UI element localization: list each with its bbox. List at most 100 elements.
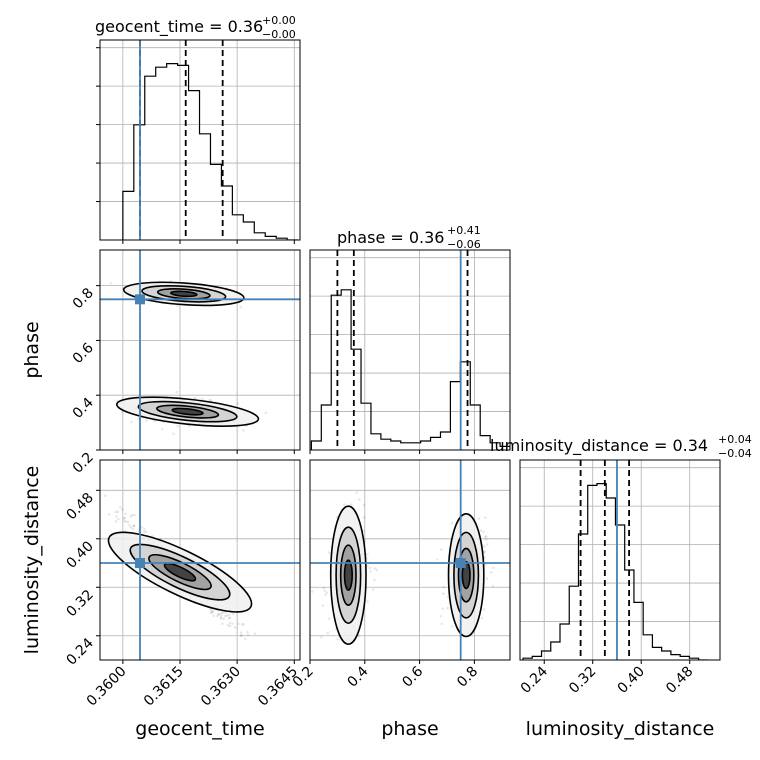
sample-point xyxy=(224,611,228,614)
sample-point xyxy=(485,535,488,538)
sample-point xyxy=(442,585,445,589)
sample-point xyxy=(176,424,180,428)
sample-point xyxy=(369,570,373,573)
sample-point xyxy=(322,586,325,590)
panels: 0.2 0.4 0.6 0.8 0.24 0.32 0.40 0.48 0.3600 0.3615… xyxy=(63,39,721,709)
sample-point xyxy=(95,492,98,495)
contour-line xyxy=(171,407,204,416)
plot-area xyxy=(310,250,510,450)
y-axis-label-phase: phase xyxy=(21,321,43,378)
sample-point xyxy=(486,543,489,546)
scatter-geocent_time-vs-luminosity_distance: 0.24 0.32 0.40 0.48 0.3600 0.3615 0.3630 0.3645 xyxy=(63,459,301,709)
sample-point xyxy=(483,535,487,539)
sample-point xyxy=(450,625,454,628)
x-tick-label: 0.48 xyxy=(663,664,696,697)
histogram-luminosity_distance: 0.24 0.32 0.40 0.48 xyxy=(518,459,721,697)
sample-point xyxy=(223,614,227,618)
sample-point xyxy=(446,606,449,610)
sample-point xyxy=(227,613,231,617)
sample-point xyxy=(220,611,223,615)
sample-point xyxy=(357,634,361,638)
sample-point xyxy=(128,523,131,527)
contour-line xyxy=(329,505,367,645)
axes-frame xyxy=(99,39,301,241)
sample-point xyxy=(219,617,223,620)
sample-point xyxy=(327,551,331,554)
sample-point xyxy=(225,614,229,617)
sample-point xyxy=(123,516,126,520)
contour-line xyxy=(453,531,480,619)
y-tick-label: 0.4 xyxy=(70,395,97,422)
sample-point xyxy=(137,417,140,420)
sample-point xyxy=(362,516,366,519)
sample-point xyxy=(215,614,219,618)
sample-point xyxy=(109,281,113,285)
sample-point xyxy=(126,520,130,524)
y-axis-label-luminosity-distance: luminosity_distance xyxy=(21,466,43,655)
sample-point xyxy=(219,616,223,619)
contour-line xyxy=(129,543,231,601)
sample-point xyxy=(492,566,495,570)
sample-point xyxy=(172,432,175,436)
contour-line xyxy=(107,531,253,613)
sample-point xyxy=(201,397,204,401)
sample-point xyxy=(194,396,197,400)
sample-point xyxy=(231,612,235,616)
sample-point xyxy=(311,590,314,593)
y-tick-label: 0.48 xyxy=(63,490,96,523)
sample-point xyxy=(124,520,128,523)
sample-point xyxy=(336,637,339,641)
y-tick-label: 0.24 xyxy=(63,635,96,668)
sample-point xyxy=(366,552,369,556)
sample-point xyxy=(483,545,486,548)
density-level xyxy=(164,563,196,581)
scatter-geocent_time-vs-phase: 0.2 0.4 0.6 0.8 xyxy=(70,249,301,477)
sample-point xyxy=(441,607,445,611)
y-tick-label: 0.32 xyxy=(63,587,96,620)
sample-point xyxy=(373,567,377,570)
x-tick-label: 0.32 xyxy=(566,664,599,697)
sample-point xyxy=(241,429,245,432)
sample-point xyxy=(130,420,133,424)
sample-point xyxy=(373,578,376,582)
sample-point xyxy=(237,622,240,626)
sample-point xyxy=(325,591,329,594)
y-tick-label: 0.2 xyxy=(70,450,97,477)
sample-point xyxy=(323,589,326,592)
sample-point xyxy=(482,608,486,611)
sample-point xyxy=(490,571,493,574)
sample-point xyxy=(441,592,445,596)
sample-point xyxy=(123,519,126,523)
contour-line xyxy=(343,559,353,591)
sample-point xyxy=(319,635,323,639)
sample-point xyxy=(116,510,120,514)
sample-point xyxy=(246,633,250,636)
density-level xyxy=(462,561,471,589)
truth-marker xyxy=(135,558,145,569)
sample-point xyxy=(366,600,369,603)
sample-point xyxy=(355,491,358,494)
sample-point xyxy=(368,566,372,570)
sample-point xyxy=(211,609,215,612)
histogram-steps xyxy=(310,289,510,450)
x-tick-label: 0.6 xyxy=(399,663,426,690)
plot-area xyxy=(95,460,300,660)
sample-point xyxy=(130,513,134,517)
title-upper: +0.04 xyxy=(718,433,752,446)
sample-point xyxy=(142,530,146,534)
sample-point xyxy=(264,411,268,415)
y-tick-label: 0.40 xyxy=(63,538,96,571)
sample-point xyxy=(440,548,443,552)
histogram-steps xyxy=(522,483,708,660)
sample-point xyxy=(176,304,179,308)
sample-point xyxy=(327,617,331,620)
histogram-steps xyxy=(122,63,299,240)
sample-point xyxy=(209,611,213,615)
sample-point xyxy=(153,419,156,423)
sample-point xyxy=(145,419,148,422)
sample-point xyxy=(236,402,240,405)
title-upper: +0.41 xyxy=(447,224,481,237)
sample-point xyxy=(239,634,243,638)
sample-point xyxy=(366,564,369,568)
sample-point xyxy=(144,530,148,533)
